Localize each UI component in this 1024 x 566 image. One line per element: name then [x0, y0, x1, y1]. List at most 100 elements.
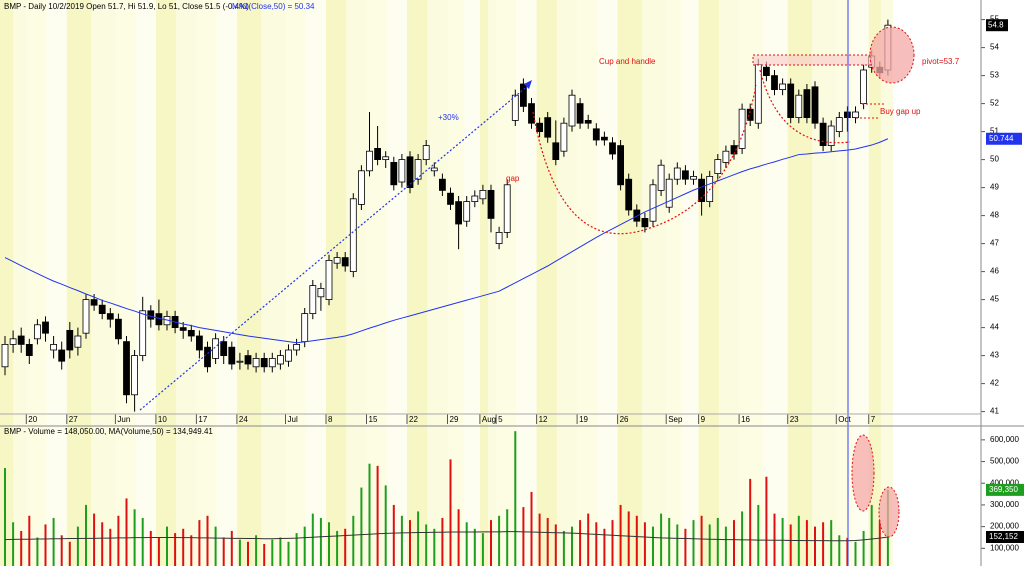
candle-body [390, 161, 398, 186]
volume-bar [684, 528, 687, 566]
candle-body [463, 201, 471, 222]
arrow-head [524, 80, 532, 89]
week-stripe-fade [91, 0, 116, 566]
candle-body [268, 357, 276, 368]
week-stripe-fade [556, 0, 578, 566]
x-tick-label: Jun [117, 415, 130, 424]
volume-bar [247, 541, 249, 566]
x-tick-label: 5 [498, 415, 503, 424]
volume-bar [28, 515, 31, 566]
week-stripe [666, 0, 699, 566]
y-tick-label: 52 [990, 99, 999, 108]
volume-bar [603, 528, 606, 566]
volume-bar [425, 524, 428, 566]
annotation: gap [506, 174, 520, 183]
ma-line [4, 138, 889, 344]
week-stripe-fade [135, 0, 156, 566]
y-tick-label: 400,000 [990, 478, 1019, 487]
volume-bar [295, 533, 298, 566]
y-tick-label: 300,000 [990, 500, 1019, 509]
ma-value-box [986, 132, 1022, 145]
week-stripe-fade [597, 0, 618, 566]
volume-bar [546, 517, 549, 566]
x-tick-label: 10 [158, 415, 167, 424]
x-tick-label: 22 [409, 415, 418, 424]
x-tick-label: 17 [198, 415, 207, 424]
volume-bar [579, 520, 582, 566]
candle-body [25, 343, 33, 356]
candle-body [325, 259, 333, 300]
volume-bar [741, 511, 744, 566]
y-tick-label: 53 [990, 71, 999, 80]
volume-bar [336, 530, 339, 566]
volume-bar [862, 530, 865, 566]
volume-bar [279, 537, 282, 566]
candle-body [617, 145, 624, 186]
week-stripe [155, 0, 197, 566]
week-stripe [479, 0, 497, 566]
volume-bar [230, 530, 233, 566]
y-tick-label: 500,000 [990, 457, 1019, 466]
candle-body [682, 170, 689, 180]
volume-bar [457, 509, 460, 566]
volume-bar [708, 524, 711, 566]
volume-bar [376, 465, 379, 566]
candle-body [827, 125, 835, 147]
x-tick-label: 7 [871, 415, 876, 424]
candle-body [495, 231, 503, 244]
week-stripe-fade [718, 0, 740, 566]
candle-body [252, 357, 260, 368]
volume-bar [538, 513, 541, 566]
week-stripe-fade [46, 0, 67, 566]
volume-title: BMP - Volume = 148,050.00, MA(Volume,50)… [4, 427, 213, 436]
volume-bar [481, 533, 484, 566]
candle-body [479, 189, 487, 200]
candle-body [244, 355, 252, 365]
candle-body [58, 349, 66, 362]
volume-bar [68, 541, 71, 566]
week-stripe-fade [13, 0, 27, 566]
candle-body [98, 304, 106, 315]
candle-body [487, 189, 495, 219]
y-tick-label: 600,000 [990, 435, 1019, 444]
volume-bar [109, 528, 112, 566]
candle-body [738, 108, 746, 149]
handle-curve [759, 69, 851, 144]
volume-ellipse [851, 434, 875, 512]
candle-body [811, 86, 819, 124]
candle-body [657, 164, 665, 191]
volume-bar [392, 504, 395, 566]
week-stripe-fade [427, 0, 448, 566]
week-stripe [698, 0, 740, 566]
volume-bar [441, 517, 444, 566]
candle-body [17, 335, 25, 345]
y-tick-label: 200,000 [990, 522, 1019, 531]
candle-body [66, 329, 74, 351]
week-stripe-fade [488, 0, 497, 566]
x-tick-label: 26 [620, 415, 629, 424]
volume-bar [400, 515, 403, 566]
week-stripe-fade [880, 0, 893, 566]
volume-bar [76, 526, 79, 566]
volume-bar [652, 526, 654, 566]
volume-bar [668, 517, 671, 566]
candle-body [779, 83, 786, 90]
volume-bar [805, 520, 808, 566]
volume-bar [660, 513, 663, 566]
week-stripe-fade [641, 0, 667, 566]
volume-bar [757, 504, 760, 566]
y-tick-label: 45 [990, 295, 999, 304]
candle-body [609, 142, 616, 155]
volume-bar [174, 533, 177, 566]
candle-body [649, 184, 657, 222]
volume-bar [4, 468, 6, 566]
volume-bar [149, 530, 152, 566]
candle-body [844, 111, 851, 118]
volume-bar [52, 517, 55, 566]
volume-bar [36, 537, 39, 566]
annotation: Cup and handle [599, 57, 656, 66]
candle-body [349, 198, 357, 273]
week-stripe-fade [176, 0, 197, 566]
y-tick-label: 42 [990, 379, 999, 388]
candle-body [414, 159, 422, 180]
